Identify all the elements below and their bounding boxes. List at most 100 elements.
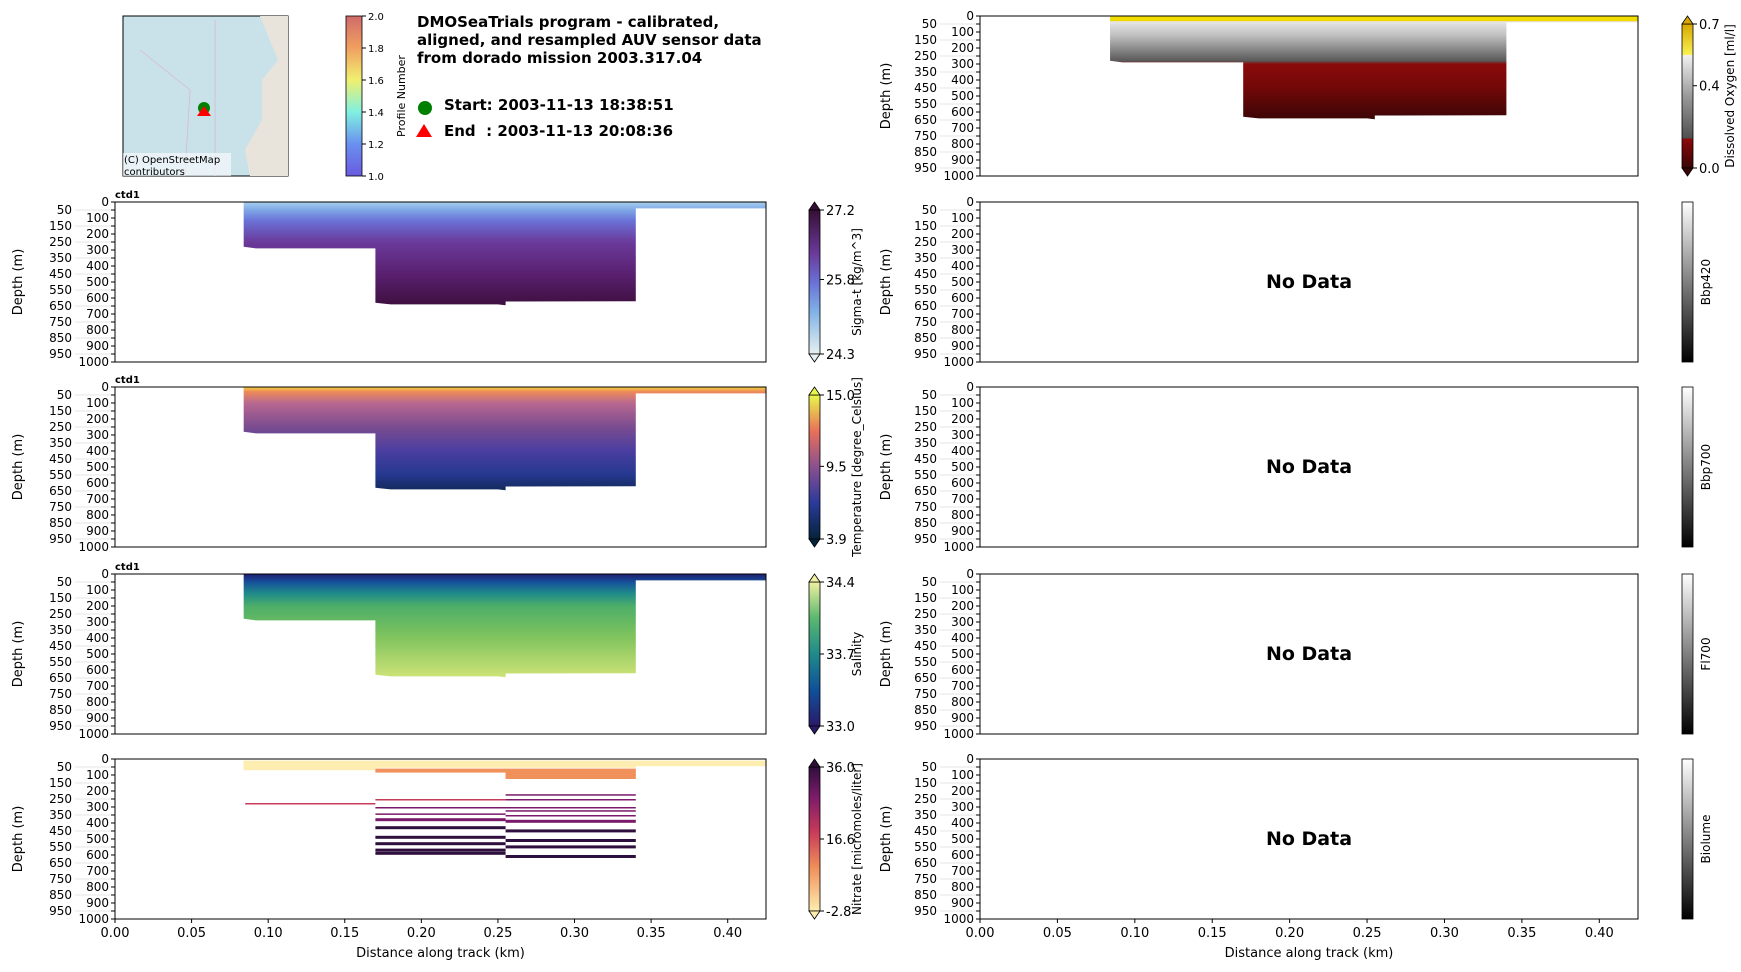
y-tick-label: 850 [914, 888, 937, 902]
y-tick-label: 450 [914, 639, 937, 653]
colorbar-tick-label: 0.0 [1699, 162, 1720, 177]
y-tick-label: 800 [86, 695, 109, 709]
y-tick-label: 600 [951, 663, 974, 677]
y-tick-label: 250 [49, 792, 72, 806]
y-tick-label: 650 [914, 671, 937, 685]
colorbar-tick-label: 0.7 [1699, 18, 1720, 33]
y-tick-label: 950 [914, 719, 937, 733]
y-tick-label: 0 [101, 380, 109, 394]
colorbar-tick-label: 25.8 [826, 274, 855, 289]
y-tick-label: 850 [914, 331, 937, 345]
profile-tick-label: 1.6 [368, 76, 384, 87]
y-tick-label: 100 [951, 583, 974, 597]
y-tick-label: 800 [86, 880, 109, 894]
nitrate-stripe [243, 766, 376, 771]
map-attribution: (C) OpenStreetMap [124, 155, 220, 166]
y-tick-label: 950 [49, 532, 72, 546]
x-tick-label: 0.15 [1198, 926, 1227, 941]
y-tick-label: 0 [966, 752, 974, 766]
y-tick-label: 450 [914, 452, 937, 466]
x-tick-label: 0.30 [1430, 926, 1459, 941]
colorbar-tick-label: 9.5 [826, 460, 847, 475]
start-legend-icon [418, 101, 432, 115]
colorbar-extend-min [1681, 167, 1694, 177]
y-tick-label: 650 [49, 671, 72, 685]
nitrate-stripe [505, 775, 636, 779]
y-tick-label: 250 [49, 235, 72, 249]
y-tick-label: 550 [914, 655, 937, 669]
colorbar-biolume: Biolume [1681, 758, 1713, 920]
y-tick-label: 1000 [943, 169, 974, 183]
y-tick-label: 800 [86, 323, 109, 337]
y-tick-label: 0 [101, 752, 109, 766]
x-tick-label: 0.10 [254, 926, 283, 941]
y-tick-label: 400 [951, 444, 974, 458]
y-tick-label: 650 [914, 113, 937, 127]
nitrate-stripe [505, 819, 636, 823]
y-tick-label: 900 [951, 153, 974, 167]
y-tick-label: 650 [914, 484, 937, 498]
profile-tick-label: 1.0 [368, 172, 384, 183]
colorbar-label: Bbp700 [1699, 444, 1713, 490]
y-tick-label: 900 [951, 339, 974, 353]
y-tick-label: 150 [49, 776, 72, 790]
y-tick-label: 600 [86, 291, 109, 305]
y-tick-label: 700 [951, 121, 974, 135]
y-tick-label: 700 [951, 492, 974, 506]
end-marker-icon [197, 106, 211, 116]
y-tick-label: 900 [86, 896, 109, 910]
y-tick-label: 50 [57, 388, 72, 402]
y-tick-label: 500 [951, 89, 974, 103]
x-tick-label: 0.05 [1043, 926, 1072, 941]
y-tick-label: 50 [57, 575, 72, 589]
y-tick-label: 450 [49, 267, 72, 281]
y-axis-label: Depth (m) [11, 806, 26, 873]
axes-frame [114, 758, 767, 920]
y-tick-label: 200 [951, 227, 974, 241]
y-tick-label: 950 [914, 532, 937, 546]
colorbar-tick-label: 15.0 [826, 389, 855, 404]
map-attribution: contributors [124, 167, 185, 178]
y-tick-label: 850 [49, 888, 72, 902]
x-tick-label: 0.05 [177, 926, 206, 941]
y-tick-label: 650 [914, 299, 937, 313]
y-tick-label: 900 [951, 711, 974, 725]
profile-tick-label: 1.4 [368, 108, 384, 119]
nitrate-stripe [375, 818, 506, 822]
y-tick-label: 0 [966, 195, 974, 209]
y-tick-label: 350 [49, 436, 72, 450]
y-tick-label: 650 [914, 856, 937, 870]
panel-title: ctd1 [115, 190, 140, 201]
no-data-label: No Data [1266, 828, 1352, 850]
y-tick-label: 100 [951, 25, 974, 39]
colorbar-oxygen: 0.0 0.4 0.7 Dissolved Oxygen [ml/l] [1681, 15, 1737, 177]
no-data-label: No Data [1266, 456, 1352, 478]
panel-sigmat: ctd1 0 50 100 150 200 250 300 350 400 450 500 550 600… [11, 190, 864, 369]
no-data-label: No Data [1266, 643, 1352, 665]
panel-oxygen: 0 50 100 150 200 250 300 350 400 450 500 550 600 650 7… [879, 9, 1737, 183]
nitrate-stripe [505, 771, 636, 776]
y-tick-label: 600 [951, 105, 974, 119]
y-tick-label: 750 [914, 687, 937, 701]
y-tick-label: 550 [914, 283, 937, 297]
y-axis-label: Depth (m) [879, 621, 894, 688]
y-tick-label: 700 [86, 492, 109, 506]
nitrate-stripe [505, 794, 636, 796]
y-tick-label: 500 [951, 460, 974, 474]
colorbar-label: Fl700 [1699, 637, 1713, 670]
y-tick-label: 200 [86, 227, 109, 241]
track-map: (C) OpenStreetMap contributors [122, 15, 289, 178]
y-tick-label: 0 [966, 380, 974, 394]
x-tick-label: 0.20 [407, 926, 436, 941]
y-tick-label: 300 [951, 615, 974, 629]
y-tick-label: 50 [922, 388, 937, 402]
y-tick-label: 50 [57, 760, 72, 774]
y-axis-label: Depth (m) [879, 806, 894, 873]
y-tick-label: 600 [951, 291, 974, 305]
colorbar-bbp420: Bbp420 [1681, 201, 1713, 363]
y-tick-label: 550 [49, 283, 72, 297]
y-tick-label: 150 [914, 219, 937, 233]
y-tick-label: 250 [914, 792, 937, 806]
y-tick-label: 50 [922, 203, 937, 217]
panel-biolume: No Data 0 50 100 150 200 250 300 350 400 450 500 550… [879, 752, 1713, 961]
